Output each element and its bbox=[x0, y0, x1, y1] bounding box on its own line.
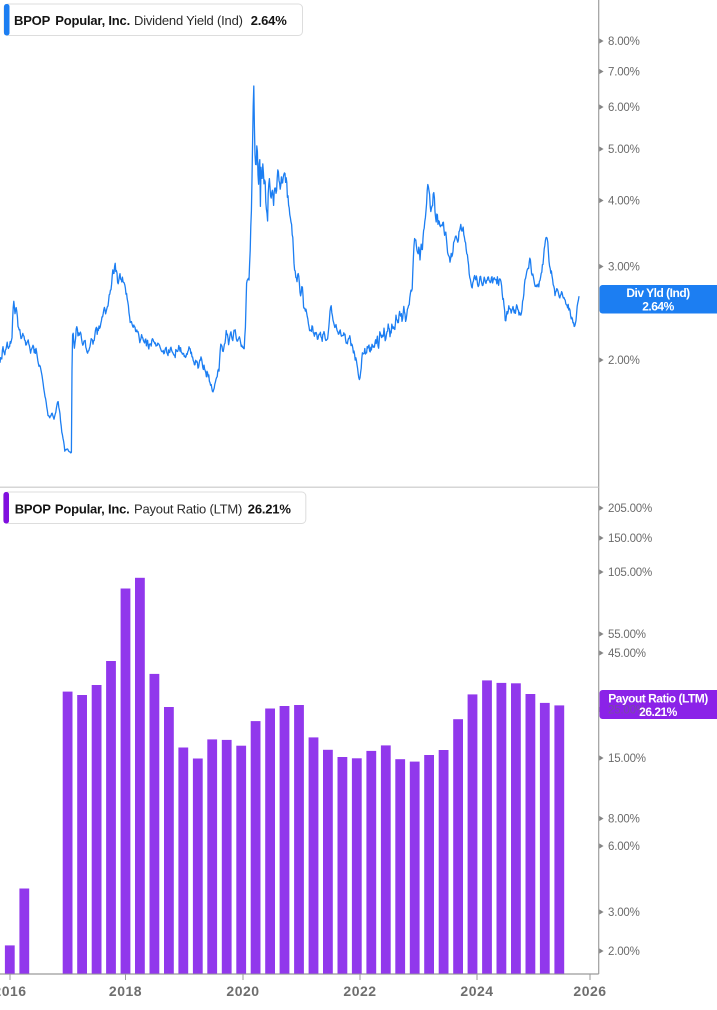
svg-text:8.00%: 8.00% bbox=[608, 814, 640, 826]
svg-text:3.00%: 3.00% bbox=[608, 262, 640, 274]
svg-text:2022: 2022 bbox=[343, 983, 376, 999]
svg-text:26.21%: 26.21% bbox=[639, 705, 678, 719]
svg-text:2016: 2016 bbox=[0, 983, 27, 999]
svg-text:8.00%: 8.00% bbox=[608, 36, 640, 48]
svg-text:Popular, Inc.: Popular, Inc. bbox=[55, 13, 130, 28]
svg-text:2024: 2024 bbox=[460, 983, 493, 999]
svg-text:45.00%: 45.00% bbox=[608, 648, 646, 660]
svg-text:5.00%: 5.00% bbox=[608, 144, 640, 156]
svg-text:BPOP: BPOP bbox=[15, 502, 52, 517]
svg-text:25.00%: 25.00% bbox=[608, 705, 646, 717]
svg-text:Payout Ratio (LTM): Payout Ratio (LTM) bbox=[608, 692, 708, 706]
svg-text:Popular, Inc.: Popular, Inc. bbox=[55, 502, 130, 517]
svg-text:4.00%: 4.00% bbox=[608, 196, 640, 208]
svg-text:2.64%: 2.64% bbox=[642, 300, 674, 314]
svg-text:BPOP: BPOP bbox=[14, 13, 51, 28]
svg-text:Div Yld (Ind): Div Yld (Ind) bbox=[626, 286, 690, 300]
svg-text:55.00%: 55.00% bbox=[608, 629, 646, 641]
svg-text:26.21%: 26.21% bbox=[248, 502, 292, 517]
svg-text:205.00%: 205.00% bbox=[608, 503, 652, 515]
svg-text:105.00%: 105.00% bbox=[608, 567, 652, 579]
svg-text:2020: 2020 bbox=[226, 983, 259, 999]
svg-text:2.00%: 2.00% bbox=[608, 355, 640, 367]
svg-text:3.00%: 3.00% bbox=[608, 907, 640, 919]
svg-text:Payout Ratio (LTM): Payout Ratio (LTM) bbox=[134, 502, 242, 517]
svg-text:2.00%: 2.00% bbox=[608, 946, 640, 958]
svg-text:Dividend Yield (Ind): Dividend Yield (Ind) bbox=[134, 13, 243, 28]
svg-text:15.00%: 15.00% bbox=[608, 753, 646, 765]
svg-text:2018: 2018 bbox=[109, 983, 142, 999]
svg-text:2.64%: 2.64% bbox=[251, 13, 288, 28]
svg-text:7.00%: 7.00% bbox=[608, 67, 640, 79]
svg-text:2026: 2026 bbox=[573, 983, 606, 999]
svg-text:6.00%: 6.00% bbox=[608, 102, 640, 114]
svg-text:150.00%: 150.00% bbox=[608, 533, 652, 545]
svg-text:6.00%: 6.00% bbox=[608, 841, 640, 853]
